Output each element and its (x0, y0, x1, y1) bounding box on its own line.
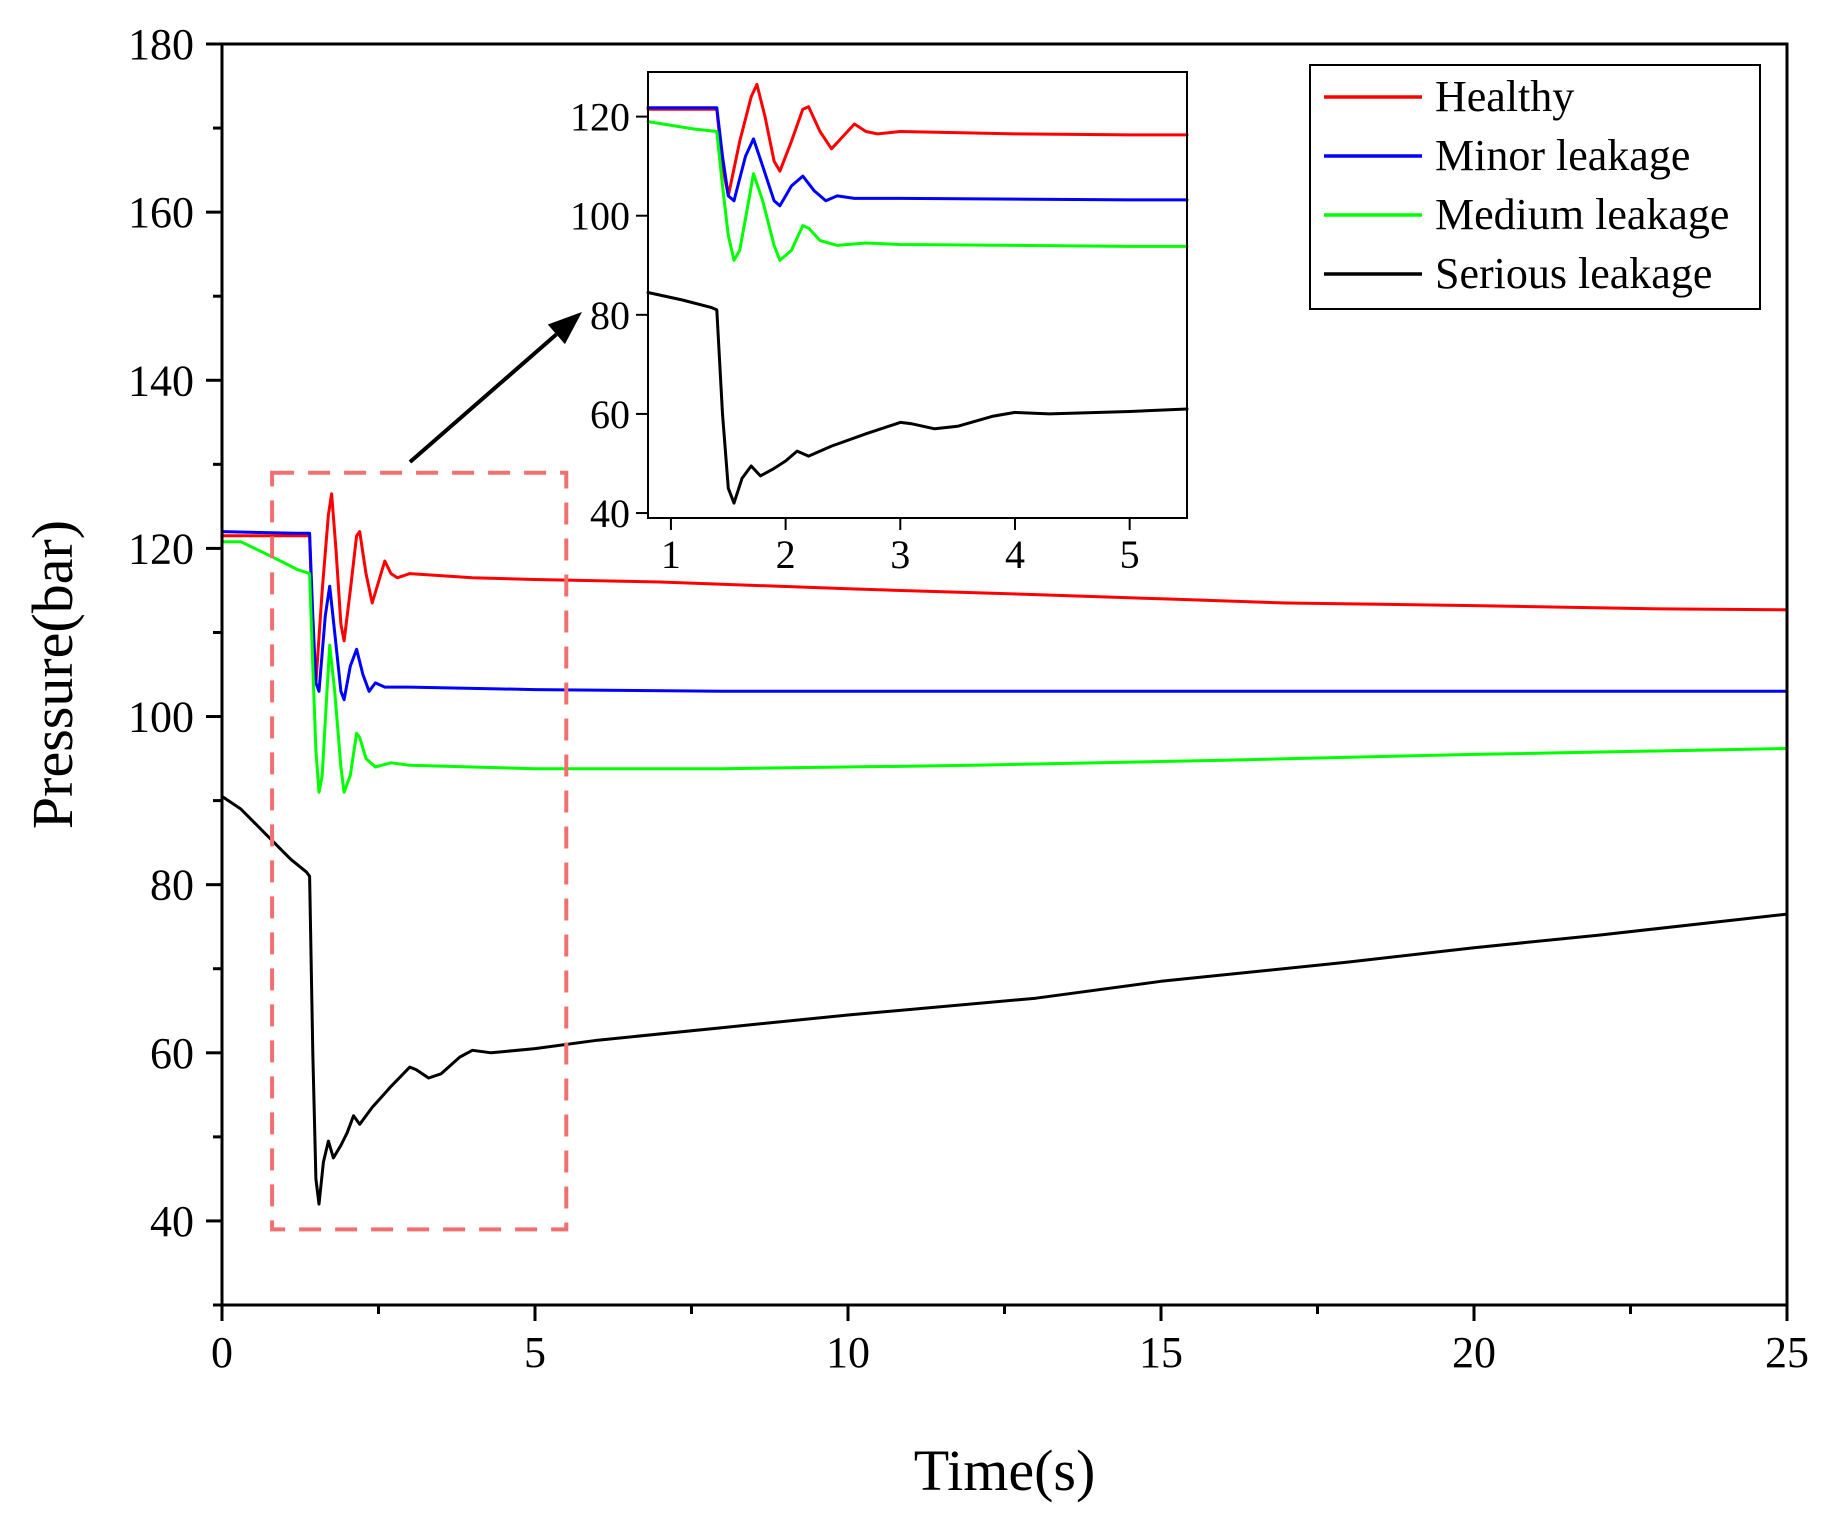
inset-series-serious-leakage (646, 291, 1189, 505)
zoom-arrow (408, 312, 582, 464)
legend-label-serious-leakage: Serious leakage (1435, 249, 1712, 298)
legend-label-minor-leakage: Minor leakage (1435, 131, 1690, 180)
inset-x-tick-label: 1 (661, 532, 681, 577)
inset-series-minor-leakage (646, 106, 1189, 208)
zoom-arrow-line (408, 332, 558, 464)
x-tick-label: 0 (211, 1328, 233, 1377)
main-series-minor-leakage (220, 530, 1789, 702)
inset-x-tick-label: 2 (776, 532, 796, 577)
legend-label-healthy: Healthy (1435, 72, 1574, 121)
inset-background (648, 72, 1187, 518)
inset-x-tick-label: 4 (1005, 532, 1025, 577)
zoom-arrow-head (547, 312, 582, 345)
x-tick-label: 10 (826, 1328, 870, 1377)
inset-x-tick-label: 5 (1120, 532, 1140, 577)
y-tick-label: 180 (128, 20, 194, 69)
inset-series-group (646, 82, 1189, 505)
x-tick-label: 15 (1139, 1328, 1183, 1377)
legend-box (1309, 64, 1761, 310)
inset-plot-frame (647, 71, 1188, 519)
main-series-medium-leakage (220, 540, 1789, 794)
x-axis-title: Time(s) (914, 1438, 1096, 1503)
y-tick-label: 160 (128, 188, 194, 237)
inset-series-medium-leakage (646, 120, 1189, 262)
x-tick-label: 5 (524, 1328, 546, 1377)
y-tick-label: 60 (150, 1029, 194, 1078)
inset-y-tick-label: 100 (570, 194, 630, 239)
inset-y-tick-label: 60 (590, 392, 630, 437)
inset-axes: 1 2 3 4 5 40 60 80 100 120 (570, 71, 1188, 577)
y-tick-label: 80 (150, 861, 194, 910)
main-series-healthy (220, 492, 1789, 685)
inset-plot: 1 2 3 4 5 40 60 80 100 120 (570, 71, 1189, 577)
inset-x-tick-label: 3 (890, 532, 910, 577)
zoom-region (270, 470, 569, 1232)
x-tick-label: 25 (1765, 1328, 1809, 1377)
y-tick-label: 100 (128, 693, 194, 742)
main-series-serious-leakage (220, 794, 1789, 1206)
legend: Healthy Minor leakage Medium leakage Seriou… (1309, 64, 1761, 310)
x-tick-label: 20 (1452, 1328, 1496, 1377)
inset-y-tick-label: 80 (590, 293, 630, 338)
main-series-group (220, 492, 1789, 1206)
y-axis-title: Pressure(bar) (20, 520, 85, 829)
inset-y-tick-label: 120 (570, 95, 630, 140)
y-tick-label: 40 (150, 1197, 194, 1246)
inset-y-tick-label: 40 (590, 491, 630, 536)
y-tick-label: 120 (128, 524, 194, 573)
zoom-box (270, 470, 569, 1232)
legend-label-medium-leakage: Medium leakage (1435, 190, 1729, 239)
y-tick-label: 140 (128, 356, 194, 405)
